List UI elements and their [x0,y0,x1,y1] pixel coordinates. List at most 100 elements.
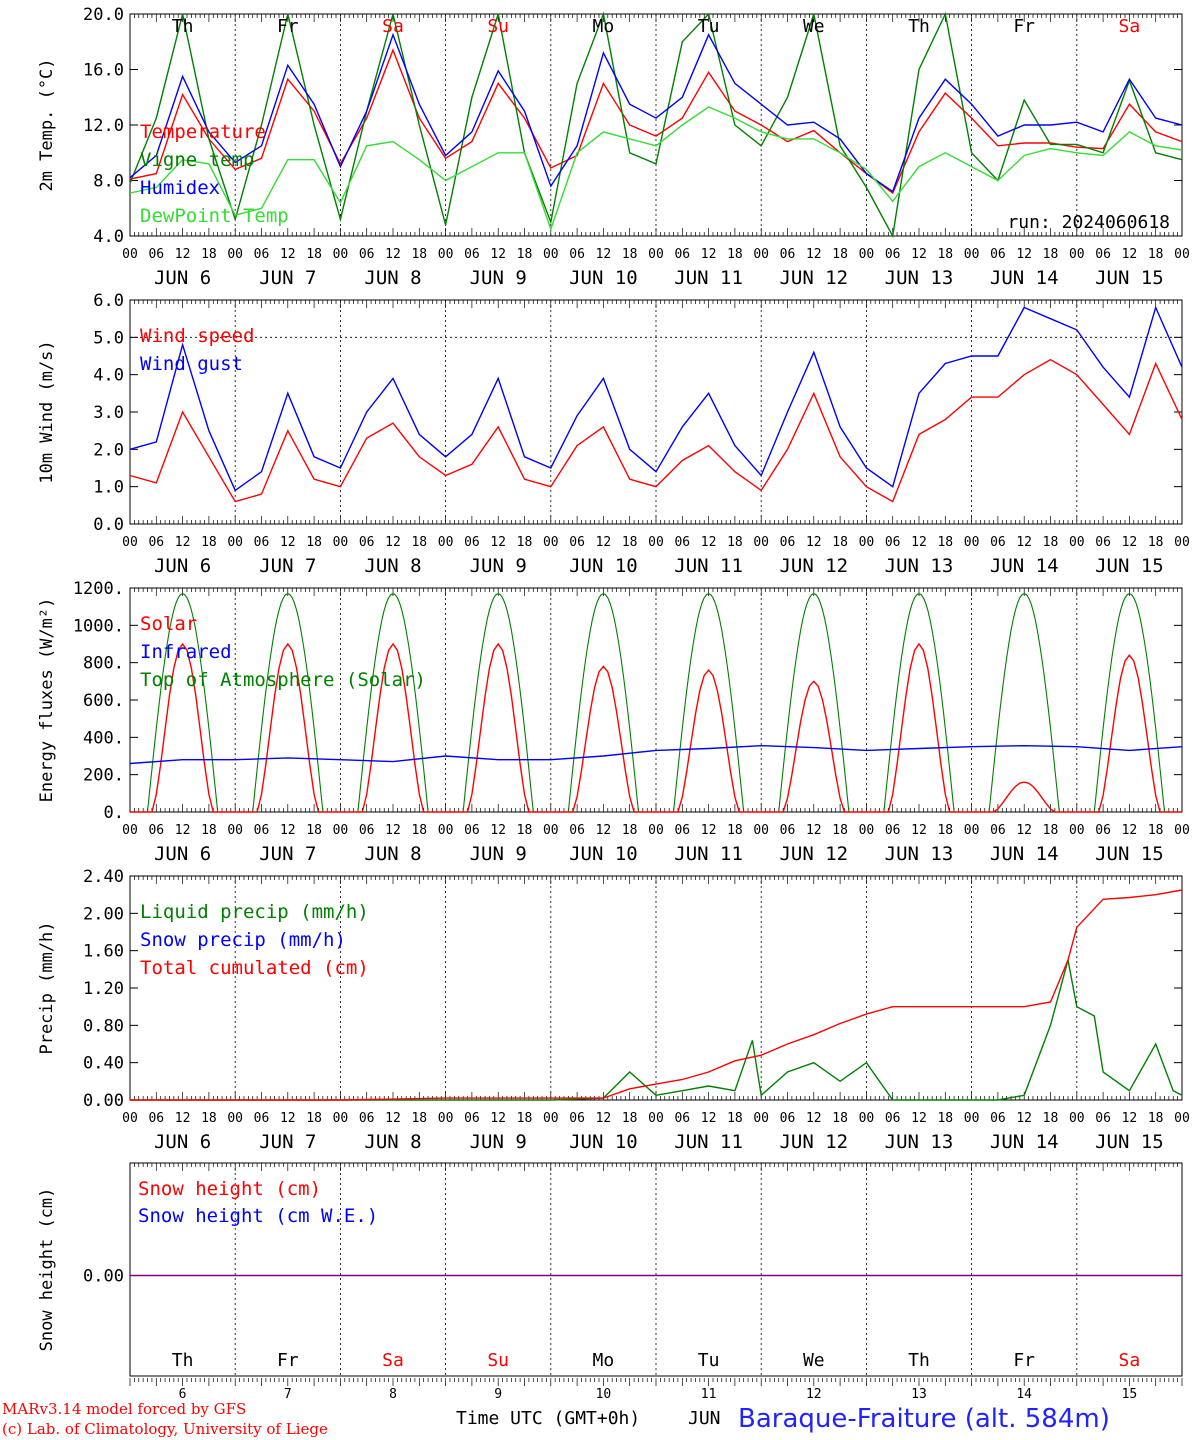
hour-tick-label: 00 [543,535,559,550]
day-number: 14 [1016,1387,1032,1402]
hour-tick-label: 18 [411,823,427,838]
date-label: JUN 9 [470,555,527,577]
day-number: 7 [284,1387,292,1402]
hour-tick-label: 06 [254,247,270,262]
y-tick-label: 0.00 [83,1091,124,1111]
legend-entry: Infrared [140,641,232,663]
y-axis-title: 10m Wind (m/s) [37,340,57,483]
hour-tick-label: 00 [753,247,769,262]
day-number: 10 [596,1387,612,1402]
y-tick-label: 0.40 [83,1054,124,1074]
hour-tick-label: 06 [359,823,375,838]
hour-tick-label: 06 [359,1111,375,1126]
date-label: JUN 7 [259,267,316,289]
y-tick-label: 5.0 [93,328,124,348]
y-tick-label: 0. [104,803,124,823]
date-label: JUN 7 [259,843,316,865]
hour-tick-label: 18 [832,1111,848,1126]
hour-tick-label: 18 [727,823,743,838]
hour-tick-label: 18 [622,247,638,262]
hour-tick-label: 00 [648,535,664,550]
date-label: JUN 12 [779,1131,848,1153]
hour-tick-label: 06 [885,535,901,550]
hour-tick-label: 06 [780,1111,796,1126]
hour-tick-label: 12 [596,1111,612,1126]
hour-tick-label: 18 [1148,535,1164,550]
date-label: JUN 11 [674,267,743,289]
hour-tick-label: 18 [937,535,953,550]
hour-tick-label: 00 [333,535,349,550]
hour-tick-label: 06 [569,1111,585,1126]
hour-tick-label: 18 [411,1111,427,1126]
hour-tick-label: 12 [280,1111,296,1126]
hour-tick-label: 12 [701,823,717,838]
y-axis-title: 2m Temp. (°C) [37,58,57,191]
hour-tick-label: 00 [227,535,243,550]
panels-group: 4.0 8.0 12.0 16.0 20.0 2m Temp. (°C) Temperatu… [37,5,1190,1402]
hour-tick-label: 12 [1016,823,1032,838]
day-label: Th [908,16,930,37]
hour-tick-label: 06 [254,823,270,838]
y-tick-label: 6.0 [93,291,124,311]
hour-tick-label: 18 [727,1111,743,1126]
hour-tick-label: 12 [175,823,191,838]
day-label: Tu [698,1350,720,1371]
y-tick-label: 1.60 [83,942,124,962]
hour-tick-label: 00 [859,823,875,838]
hour-tick-label: 00 [227,823,243,838]
hour-tick-label: 12 [385,247,401,262]
hour-tick-label: 12 [701,247,717,262]
hour-tick-label: 12 [1016,1111,1032,1126]
day-label: Tu [698,16,720,37]
day-label: Sa [382,16,404,37]
y-axis-title: Precip (mm/h) [37,921,57,1054]
hour-tick-label: 00 [648,247,664,262]
hour-tick-label: 06 [148,823,164,838]
hour-tick-label: 00 [859,535,875,550]
hour-tick-label: 12 [1122,535,1138,550]
hour-tick-label: 18 [201,823,217,838]
station-label: Baraque-Fraiture (alt. 584m) [738,1404,1110,1434]
hour-tick-label: 12 [385,535,401,550]
hour-tick-label: 00 [1174,1111,1190,1126]
hour-tick-label: 12 [806,1111,822,1126]
panel-5: 0.00 Snow height (cm) Snow height (cm) Snow… [37,1162,1183,1402]
y-tick-label: 200. [83,766,124,786]
y-axis-title: Snow height (cm) [37,1188,57,1352]
hour-tick-label: 06 [1095,247,1111,262]
hour-tick-label: 00 [1069,823,1085,838]
y-tick-label: 1.0 [93,478,124,498]
hour-tick-label: 18 [517,247,533,262]
date-label: JUN 15 [1095,843,1164,865]
y-tick-label: 0.80 [83,1016,124,1036]
legend-entry: Snow precip (mm/h) [140,929,346,951]
day-label: Sa [1119,1350,1141,1371]
date-label: JUN 11 [674,555,743,577]
date-label: JUN 7 [259,555,316,577]
y-axis-title: Energy fluxes (W/m²) [37,598,57,803]
hour-tick-label: 00 [1069,1111,1085,1126]
hour-tick-label: 00 [438,1111,454,1126]
hour-tick-label: 12 [911,247,927,262]
legend-entry: Snow height (cm W.E.) [138,1205,378,1227]
hour-tick-label: 00 [964,535,980,550]
hour-tick-label: 18 [622,535,638,550]
hour-tick-label: 12 [385,823,401,838]
hour-tick-label: 18 [1043,247,1059,262]
hour-tick-label: 00 [964,823,980,838]
day-label: Fr [277,16,299,37]
hour-tick-label: 00 [333,247,349,262]
hour-tick-label: 18 [201,1111,217,1126]
date-label: JUN 6 [154,1131,211,1153]
hour-tick-label: 06 [464,1111,480,1126]
y-tick-label: 2.00 [83,904,124,924]
hour-tick-label: 12 [596,823,612,838]
hour-tick-label: 18 [517,823,533,838]
hour-tick-label: 06 [148,247,164,262]
hour-tick-label: 06 [990,823,1006,838]
day-label: Su [487,16,509,37]
hour-tick-label: 00 [438,823,454,838]
footer: MARv3.14 model forced by GFS (c) Lab. of… [2,1400,1110,1438]
copyright: (c) Lab. of Climatology, University of L… [2,1420,328,1438]
hour-tick-label: 12 [911,823,927,838]
